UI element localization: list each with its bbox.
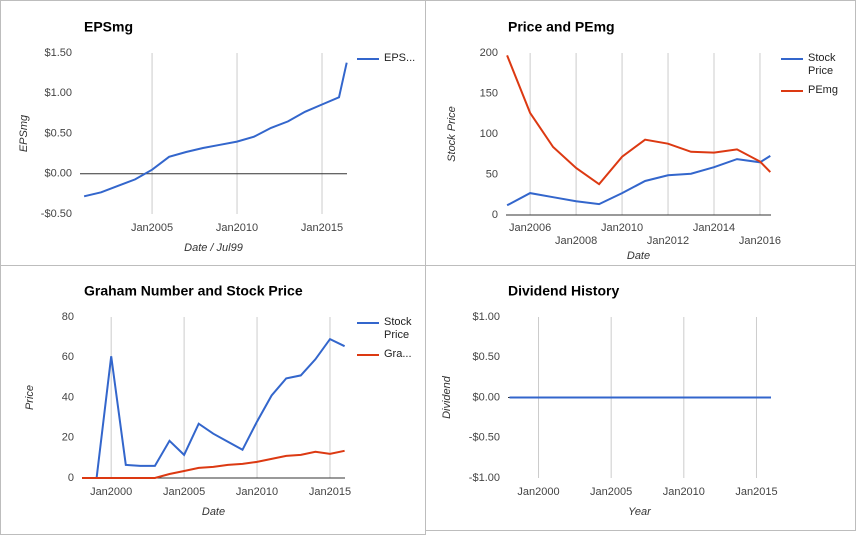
- y-tick-label: 60: [62, 351, 74, 363]
- legend-item: Gra...: [357, 348, 426, 361]
- legend-label: PEmg: [808, 84, 838, 96]
- x-tick-label: Jan2010: [663, 486, 705, 498]
- data-line: [83, 62, 348, 198]
- x-tick-label: Jan2000: [517, 486, 559, 498]
- y-tick-label: 0: [68, 472, 74, 484]
- legend-label: Stock Price: [384, 316, 412, 341]
- x-axis-title: Date: [202, 506, 225, 518]
- y-tick-label: -$0.50: [41, 208, 72, 220]
- legend-label: Gra...: [384, 348, 412, 360]
- chart-title: Price and PEmg: [508, 19, 615, 35]
- y-tick-label: 50: [486, 168, 498, 180]
- legend-swatch: [357, 322, 379, 324]
- legend: Stock Price Gra...: [357, 316, 426, 367]
- x-tick-label: Jan2010: [216, 222, 258, 234]
- y-tick-label: 80: [62, 311, 74, 323]
- data-line: [82, 337, 346, 479]
- y-tick-label: 200: [480, 47, 498, 59]
- data-line: [506, 155, 771, 207]
- x-tick-label: Jan2005: [590, 486, 632, 498]
- x-tick-label: Jan2005: [131, 222, 173, 234]
- y-axis-title: Dividend: [441, 375, 453, 419]
- y-tick-label: $0.50: [472, 351, 500, 363]
- y-axis-title: Stock Price: [446, 106, 458, 162]
- x-tick-label: Jan2010: [601, 222, 643, 234]
- legend-item: Stock Price: [357, 316, 426, 342]
- legend-item: Stock Price: [781, 52, 850, 78]
- y-tick-label: $0.00: [44, 168, 72, 180]
- legend-swatch: [781, 90, 803, 92]
- y-tick-label: $1.50: [44, 47, 72, 59]
- x-axis-title: Date / Jul99: [184, 242, 243, 254]
- y-tick-label: -$0.50: [469, 432, 500, 444]
- y-tick-label: $1.00: [44, 87, 72, 99]
- x-axis-title: Year: [628, 506, 652, 518]
- x-tick-label: Jan2012: [647, 235, 689, 247]
- x-tick-label: Jan2015: [309, 486, 351, 498]
- x-tick-label: Jan2016: [739, 235, 781, 247]
- x-tick-label: Jan2014: [693, 222, 735, 234]
- x-axis-title: Date: [627, 250, 650, 262]
- data-line: [82, 449, 345, 479]
- y-tick-label: 0: [492, 209, 498, 221]
- y-tick-label: $1.00: [472, 311, 500, 323]
- y-tick-label: $0.50: [44, 127, 72, 139]
- chart-title: EPSmg: [84, 19, 133, 35]
- x-tick-label: Jan2010: [236, 486, 278, 498]
- legend-swatch: [357, 58, 379, 60]
- x-tick-label: Jan2006: [509, 222, 551, 234]
- x-tick-label: Jan2015: [735, 486, 777, 498]
- legend-label: Stock Price: [808, 52, 836, 77]
- legend: EPS...: [357, 52, 426, 71]
- y-tick-label: 20: [62, 432, 74, 444]
- y-axis-title: EPSmg: [18, 114, 30, 152]
- chart-title: Graham Number and Stock Price: [84, 283, 303, 299]
- legend-item: EPS...: [357, 52, 426, 65]
- chart-title: Dividend History: [508, 283, 619, 299]
- legend-label: EPS...: [384, 52, 416, 64]
- legend: Stock Price PEmg: [781, 52, 850, 103]
- x-tick-label: Jan2008: [555, 235, 597, 247]
- legend-swatch: [781, 58, 803, 60]
- legend-swatch: [357, 354, 379, 356]
- y-tick-label: 150: [480, 87, 498, 99]
- legend-item: PEmg: [781, 84, 850, 97]
- y-tick-label: $0.00: [472, 391, 500, 403]
- y-axis-title: Price: [24, 385, 36, 410]
- y-tick-label: 100: [480, 128, 498, 140]
- y-tick-label: 40: [62, 391, 74, 403]
- x-tick-label: Jan2015: [301, 222, 343, 234]
- x-tick-label: Jan2000: [90, 486, 132, 498]
- y-tick-label: -$1.00: [469, 472, 500, 484]
- data-line: [506, 55, 772, 186]
- x-tick-label: Jan2005: [163, 486, 205, 498]
